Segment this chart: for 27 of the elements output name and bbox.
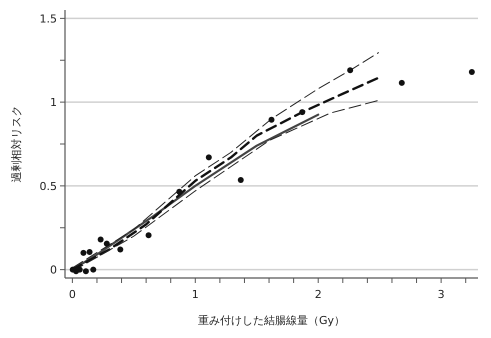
x-axis-title: 重み付けした結腸線量（Gy）: [198, 314, 346, 327]
point: [268, 116, 274, 123]
point: [468, 68, 475, 75]
x-tick-label: 1: [192, 288, 199, 301]
point: [146, 232, 152, 238]
point: [80, 250, 86, 256]
point: [398, 80, 405, 86]
y-axis-title: 過剰相対リスク: [10, 106, 23, 182]
point: [117, 246, 124, 253]
point: [206, 154, 212, 160]
y-tick-label: 1.5: [40, 12, 57, 26]
point: [86, 249, 93, 256]
point: [347, 67, 354, 74]
point: [98, 236, 104, 242]
point: [82, 268, 89, 274]
x-tick-label: 3: [438, 288, 445, 301]
point: [238, 177, 244, 184]
y-tick-label: 0: [50, 264, 57, 277]
y-tick-label: 1: [50, 96, 57, 110]
point: [76, 266, 83, 273]
point: [176, 188, 182, 195]
y-tick-label: 0.5: [40, 180, 57, 193]
x-tick-label: 2: [314, 288, 322, 301]
point: [90, 266, 96, 273]
point: [299, 109, 306, 116]
x-tick-label: 0: [68, 288, 76, 301]
point: [104, 240, 110, 247]
